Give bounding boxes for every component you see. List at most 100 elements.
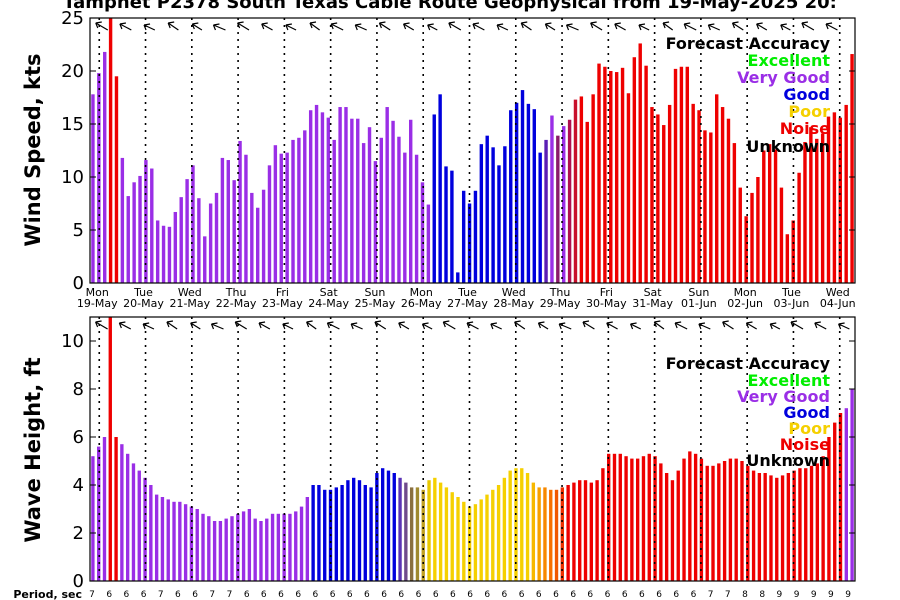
direction-arrow-head — [282, 322, 289, 330]
bar — [844, 104, 848, 283]
bar — [620, 67, 625, 283]
wind-ylabel: Wind Speed, kts — [21, 53, 45, 246]
direction-arrow — [566, 24, 579, 31]
direction-arrow — [379, 22, 391, 31]
date-label: 03-Jun — [774, 297, 810, 310]
bar — [456, 497, 460, 581]
direction-arrow — [790, 321, 804, 330]
bar — [479, 144, 484, 283]
day-label: Mon — [410, 286, 433, 299]
bar — [720, 107, 725, 283]
bar — [391, 120, 395, 283]
period-value: 6 — [244, 590, 250, 600]
direction-arrow — [756, 23, 768, 31]
direction-arrow — [443, 321, 456, 330]
bar — [497, 165, 501, 283]
bar — [630, 458, 634, 581]
bar — [572, 482, 576, 581]
direction-arrow — [190, 322, 201, 330]
date-label: 30-May — [586, 297, 627, 310]
period-value: 6 — [347, 590, 353, 600]
day-label: Sun — [364, 286, 385, 299]
bar — [656, 114, 660, 284]
direction-arrow — [722, 321, 734, 330]
bar — [270, 513, 275, 581]
bar — [624, 456, 628, 581]
direction-arrow — [590, 22, 603, 31]
bar — [450, 170, 454, 283]
direction-arrow — [814, 322, 827, 330]
bar — [578, 480, 582, 581]
direction-arrow — [472, 23, 485, 31]
bar — [414, 154, 419, 283]
bar — [850, 54, 854, 283]
bar — [746, 465, 750, 581]
bar — [583, 480, 588, 581]
direction-arrow-head — [769, 322, 777, 330]
date-label: 01-Jun — [681, 297, 717, 310]
direction-arrow — [258, 322, 271, 330]
bar — [273, 145, 278, 283]
direction-arrow — [662, 22, 674, 31]
bar — [344, 107, 348, 283]
bar — [473, 190, 478, 283]
period-value: 6 — [295, 590, 301, 600]
bar — [679, 66, 684, 283]
direction-arrow-head — [683, 22, 691, 30]
date-label: 22-May — [216, 297, 257, 310]
bar — [132, 182, 136, 283]
date-label: 20-May — [123, 297, 164, 310]
period-value: 6 — [381, 590, 387, 600]
direction-arrow-head — [825, 22, 833, 30]
period-value: 6 — [502, 590, 508, 600]
period-value: 6 — [313, 590, 319, 600]
direction-arrow-head — [398, 321, 405, 329]
direction-arrow — [545, 23, 556, 31]
bar — [226, 160, 230, 283]
bar — [820, 133, 825, 283]
bar — [485, 135, 489, 283]
bar — [618, 453, 622, 581]
bar — [404, 482, 408, 581]
bar — [670, 480, 675, 581]
bar — [815, 463, 820, 581]
day-label: Fri — [600, 286, 613, 299]
direction-arrow-head — [756, 22, 763, 30]
period-value: 9 — [777, 590, 783, 600]
bar — [352, 477, 356, 581]
bar — [114, 76, 119, 283]
direction-arrow — [466, 322, 479, 330]
direction-arrow-head — [698, 322, 706, 330]
direction-arrow-head — [496, 23, 504, 31]
bar — [595, 480, 599, 581]
bar — [276, 513, 281, 581]
bar — [676, 470, 680, 581]
direction-arrow — [309, 22, 320, 31]
bar — [697, 110, 701, 283]
day-label: Sat — [644, 286, 663, 299]
direction-arrow — [95, 22, 109, 31]
bar — [265, 518, 269, 581]
bar — [544, 139, 548, 283]
bar — [183, 504, 188, 581]
direction-arrow-head — [421, 322, 429, 330]
bar — [137, 470, 141, 581]
bar — [308, 110, 313, 283]
period-value: 6 — [364, 590, 370, 600]
bar — [786, 473, 791, 581]
bar — [256, 207, 260, 283]
period-value: 6 — [416, 590, 422, 600]
direction-arrow-head — [638, 23, 646, 31]
bar — [456, 272, 460, 283]
period-value: 7 — [725, 590, 731, 600]
direction-arrow-head — [374, 320, 382, 328]
period-value: 9 — [845, 590, 851, 600]
bar — [340, 485, 344, 581]
bar — [673, 68, 678, 283]
direction-arrow — [708, 24, 721, 31]
day-label: Thu — [549, 286, 571, 299]
direction-arrow-head — [118, 321, 126, 329]
bar — [609, 71, 613, 283]
bar — [332, 139, 336, 283]
direction-arrow-head — [722, 320, 729, 328]
